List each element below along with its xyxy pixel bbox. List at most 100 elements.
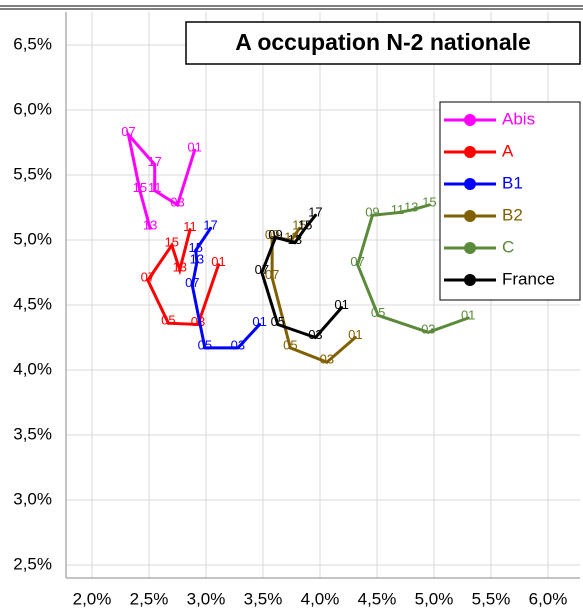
- point: [376, 313, 380, 317]
- legend-marker: [464, 242, 476, 254]
- y-tick-label: 3,5%: [13, 424, 52, 443]
- point: [153, 189, 157, 193]
- y-tick-label: 2,5%: [13, 554, 52, 573]
- point: [370, 213, 374, 217]
- point: [325, 360, 329, 364]
- point: [153, 163, 157, 167]
- point: [236, 346, 240, 350]
- point-label: 13: [404, 200, 418, 215]
- x-tick-label: 4,0%: [301, 589, 340, 608]
- x-tick-label: 5,5%: [472, 589, 511, 608]
- point: [274, 235, 278, 239]
- point-label: 13: [190, 252, 204, 267]
- point: [288, 346, 292, 350]
- point: [303, 226, 307, 230]
- y-tick-label: 6,0%: [13, 99, 52, 118]
- title-box: [185, 21, 581, 65]
- x-tick-label: 5,0%: [415, 589, 454, 608]
- point: [193, 148, 197, 152]
- legend-marker: [464, 178, 476, 190]
- x-tick-label: 3,5%: [244, 589, 283, 608]
- point-label: 09: [365, 205, 379, 220]
- point-label: 15: [133, 180, 147, 195]
- point: [270, 235, 274, 239]
- y-tick-label: 3,0%: [13, 489, 52, 508]
- y-tick-label: 4,5%: [13, 294, 52, 313]
- y-tick-label: 5,0%: [13, 229, 52, 248]
- point-label: 01: [252, 314, 266, 329]
- point: [427, 203, 431, 207]
- x-tick-label: 4,5%: [358, 589, 397, 608]
- x-tick-label: 2,0%: [73, 589, 112, 608]
- point: [188, 228, 192, 232]
- point: [426, 330, 430, 334]
- point-label: 03: [308, 327, 322, 342]
- point-label: 13: [173, 259, 187, 274]
- legend-label: A: [502, 141, 514, 160]
- point: [170, 243, 174, 247]
- point: [340, 306, 344, 310]
- point-label: 15: [165, 235, 179, 250]
- legend-label: B2: [502, 205, 523, 224]
- point-label: 09: [268, 227, 282, 242]
- point-label: 13: [288, 232, 302, 247]
- chart-title: A occupation N-2 nationale: [235, 29, 531, 55]
- point-label: 17: [147, 154, 161, 169]
- point-label: 15: [298, 218, 312, 233]
- point-label: 07: [121, 124, 135, 139]
- point: [203, 346, 207, 350]
- point-label: 11: [183, 219, 197, 234]
- legend-label: Abis: [502, 109, 535, 128]
- point: [178, 268, 182, 272]
- point-label: 01: [211, 254, 225, 269]
- point-label: 05: [198, 337, 212, 352]
- y-tick-label: 4,0%: [13, 359, 52, 378]
- point-label: 07: [350, 254, 364, 269]
- point: [293, 241, 297, 245]
- point: [356, 263, 360, 267]
- point-label: 17: [308, 205, 322, 220]
- point-label: 07: [185, 275, 199, 290]
- legend-marker: [464, 210, 476, 222]
- legend-marker: [464, 114, 476, 126]
- series-line: [260, 214, 343, 340]
- plot-area: 2,5% 3,0% 3,5% 4,0% 4,5% 5,0% 5,5% 6,0% 6,5% 2,0%…: [13, 12, 581, 608]
- point: [409, 208, 413, 212]
- x-tick-label: 6,0%: [529, 589, 568, 608]
- point-label: 03: [421, 322, 435, 337]
- point: [138, 189, 142, 193]
- point: [297, 226, 301, 230]
- x-tick-label: 3,0%: [187, 589, 226, 608]
- point: [396, 211, 400, 215]
- y-tick-label: 6,5%: [13, 34, 52, 53]
- point-label: 01: [461, 307, 475, 322]
- legend-marker: [464, 274, 476, 286]
- point: [353, 336, 357, 339]
- point: [217, 263, 221, 267]
- legend-label: B1: [502, 173, 523, 192]
- point: [176, 203, 179, 207]
- y-tick-label: 5,5%: [13, 164, 52, 183]
- point-label: 05: [161, 313, 175, 328]
- legend-marker: [464, 146, 476, 158]
- point-label: 11: [391, 202, 405, 217]
- point-label: 05: [371, 305, 385, 320]
- point: [194, 248, 198, 252]
- point-label: 01: [187, 140, 201, 155]
- point: [209, 226, 213, 230]
- point: [466, 316, 470, 320]
- point: [166, 321, 170, 325]
- point: [190, 284, 194, 287]
- series-line: [356, 203, 469, 334]
- point-label: 07: [265, 267, 279, 282]
- point: [258, 323, 262, 326]
- point-label: 01: [348, 327, 362, 342]
- x-tick-label: 2,5%: [130, 589, 169, 608]
- point-label: 03: [170, 194, 184, 209]
- point-label: 05: [283, 337, 297, 352]
- point-label: 07: [255, 262, 269, 277]
- point: [146, 278, 150, 282]
- point-label: 05: [271, 314, 285, 329]
